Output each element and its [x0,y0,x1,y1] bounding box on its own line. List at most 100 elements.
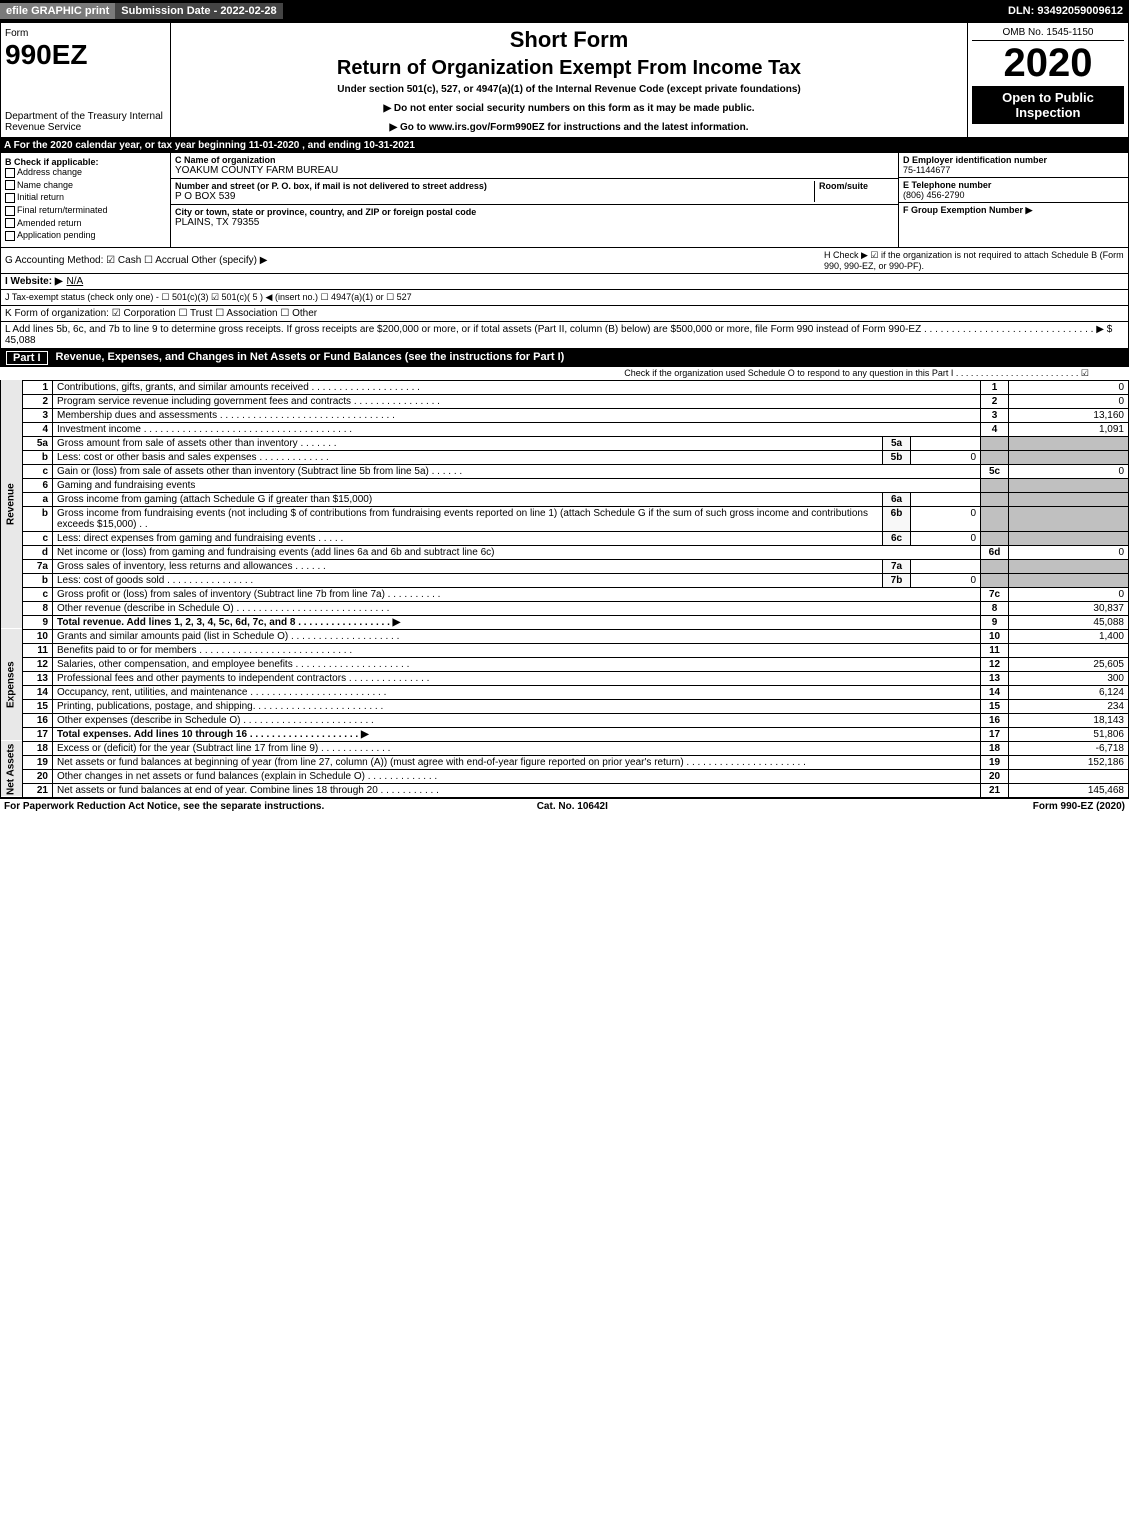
subtitle: Under section 501(c), 527, or 4947(a)(1)… [179,84,959,95]
line-no: 19 [981,755,1009,769]
line-no-grey [981,492,1009,506]
line-no: 16 [981,713,1009,727]
line-no-grey [981,573,1009,587]
cb-application-pending[interactable]: Application pending [5,230,166,241]
line-desc: Investment income . . . . . . . . . . . … [53,422,981,436]
line-num: b [23,573,53,587]
line-row: 17Total expenses. Add lines 10 through 1… [1,727,1129,741]
line-desc: Contributions, gifts, grants, and simila… [53,380,981,394]
line-desc: Gross profit or (loss) from sales of inv… [53,587,981,601]
amt-grey [1009,559,1129,573]
amt-grey [1009,573,1129,587]
form-word: Form [5,28,28,39]
line-num: 17 [23,727,53,741]
line-desc: Printing, publications, postage, and shi… [53,699,981,713]
line-no: 4 [981,422,1009,436]
cb-name-change[interactable]: Name change [5,180,166,191]
line-amount: 0 [1009,464,1129,478]
line-desc: Net assets or fund balances at end of ye… [53,783,981,797]
line-num: 21 [23,783,53,797]
line-no: 1 [981,380,1009,394]
room-label: Room/suite [819,181,868,191]
gross-receipts-note: L Add lines 5b, 6c, and 7b to line 9 to … [5,324,1124,346]
line-row: cLess: direct expenses from gaming and f… [1,531,1129,545]
line-desc: Gross income from fundraising events (no… [53,506,883,531]
sub-label: 6a [883,492,911,506]
line-row: 3Membership dues and assessments . . . .… [1,408,1129,422]
identity-block: B Check if applicable: Address change Na… [0,153,1129,248]
schedule-b-check: H Check ▶ ☑ if the organization is not r… [824,250,1124,271]
group-exemption-label: F Group Exemption Number ▶ [903,205,1032,215]
box-def: D Employer identification number 75-1144… [898,153,1128,247]
sub-value: 0 [911,506,981,531]
line-num: 11 [23,643,53,657]
line-row: aGross income from gaming (attach Schedu… [1,492,1129,506]
line-no-grey [981,478,1009,492]
sub-label: 5a [883,436,911,450]
side-label-net: Net Assets [1,741,23,797]
line-amount: 18,143 [1009,713,1129,727]
sub-label: 7b [883,573,911,587]
sub-value: 0 [911,450,981,464]
org-name: YOAKUM COUNTY FARM BUREAU [175,165,338,176]
line-amount: 45,088 [1009,615,1129,629]
row-g-h: G Accounting Method: ☑ Cash ☐ Accrual Ot… [0,248,1129,274]
line-num: b [23,450,53,464]
sub-value [911,559,981,573]
sub-label: 6c [883,531,911,545]
line-row: bLess: cost or other basis and sales exp… [1,450,1129,464]
cb-initial-return[interactable]: Initial return [5,192,166,203]
line-no-grey [981,559,1009,573]
line-row: bLess: cost of goods sold . . . . . . . … [1,573,1129,587]
title-block: Form 990EZ Department of the Treasury In… [0,22,1129,138]
line-num: 18 [23,741,53,755]
line-row: 9Total revenue. Add lines 1, 2, 3, 4, 5c… [1,615,1129,629]
cb-amended-return[interactable]: Amended return [5,218,166,229]
tax-year: 2020 [972,41,1124,86]
line-desc: Less: direct expenses from gaming and fu… [53,531,883,545]
department-label: Department of the Treasury Internal Reve… [5,111,166,133]
row-i: I Website: ▶ N/A [0,274,1129,290]
note-link[interactable]: ▶ Go to www.irs.gov/Form990EZ for instru… [179,122,959,133]
line-desc: Salaries, other compensation, and employ… [53,657,981,671]
line-desc: Gaming and fundraising events [53,478,981,492]
row-j: J Tax-exempt status (check only one) - ☐… [0,290,1129,306]
sub-value [911,436,981,450]
box-b-title: B Check if applicable: [5,157,166,167]
line-no: 15 [981,699,1009,713]
line-row: 6Gaming and fundraising events [1,478,1129,492]
line-amount: 145,468 [1009,783,1129,797]
line-no: 5c [981,464,1009,478]
line-amount: 1,400 [1009,629,1129,643]
amt-grey [1009,531,1129,545]
line-amount [1009,643,1129,657]
line-row: 8Other revenue (describe in Schedule O) … [1,601,1129,615]
line-num: 6 [23,478,53,492]
lines-table: Revenue1Contributions, gifts, grants, an… [0,380,1129,798]
line-desc: Gross sales of inventory, less returns a… [53,559,883,573]
line-amount: 0 [1009,587,1129,601]
line-num: 16 [23,713,53,727]
line-amount: 0 [1009,380,1129,394]
sub-value: 0 [911,531,981,545]
tax-exempt-status: J Tax-exempt status (check only one) - ☐… [5,292,412,303]
line-amount [1009,769,1129,783]
line-num: c [23,531,53,545]
line-num: 12 [23,657,53,671]
cb-address-change[interactable]: Address change [5,167,166,178]
line-amount: 25,605 [1009,657,1129,671]
line-amount: 1,091 [1009,422,1129,436]
amt-grey [1009,478,1129,492]
line-row: 16Other expenses (describe in Schedule O… [1,713,1129,727]
line-row: Revenue1Contributions, gifts, grants, an… [1,380,1129,394]
form-number: 990EZ [5,39,88,70]
footer-left: For Paperwork Reduction Act Notice, see … [4,801,324,812]
line-no: 9 [981,615,1009,629]
line-row: 7aGross sales of inventory, less returns… [1,559,1129,573]
city-label: City or town, state or province, country… [175,207,476,217]
ein-label: D Employer identification number [903,155,1047,165]
city-val: PLAINS, TX 79355 [175,217,259,228]
box-c: C Name of organization YOAKUM COUNTY FAR… [171,153,898,247]
form-of-org: K Form of organization: ☑ Corporation ☐ … [5,308,317,319]
cb-final-return[interactable]: Final return/terminated [5,205,166,216]
